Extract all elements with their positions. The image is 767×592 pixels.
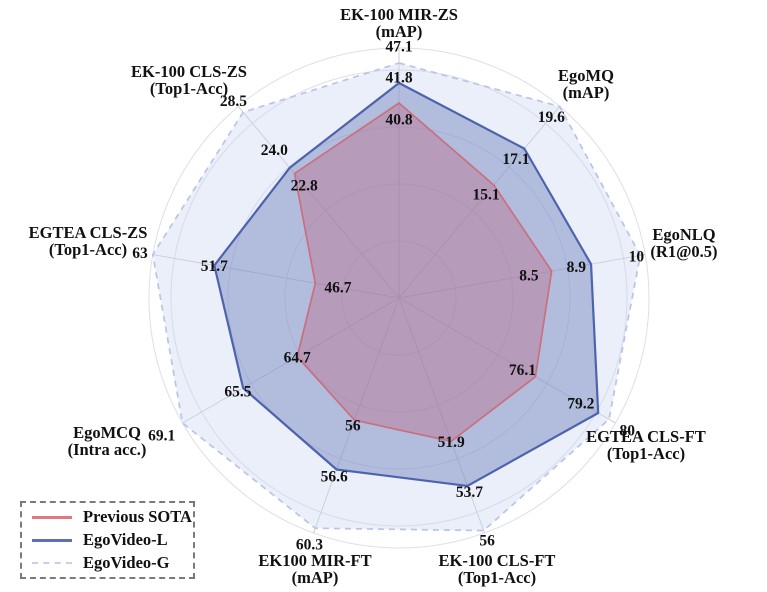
- value-label-egovideo-l: 79.2: [567, 396, 594, 413]
- value-label-egovideo-l: 56.6: [321, 469, 348, 486]
- legend-item-previous-sota: Previous SOTA: [32, 507, 193, 527]
- value-label-egovideo-g: 80: [619, 422, 635, 439]
- axis-title: EGTEA CLS-FT: [586, 427, 706, 446]
- axis-title: EK-100 MIR-ZS: [340, 5, 458, 24]
- series-polygon-egovideo-l: [213, 81, 600, 488]
- grid-spoke: [398, 106, 561, 299]
- value-label-egovideo-g: 19.6: [538, 109, 565, 126]
- grid-spoke: [182, 297, 400, 424]
- value-label-egovideo-l: 65.5: [224, 384, 251, 401]
- value-label-previous-sota: 64.7: [284, 349, 311, 366]
- legend-label-egovideo-g: EgoVideo-G: [83, 553, 170, 572]
- axis-subtitle: (Intra acc.): [68, 440, 147, 459]
- axis-subtitle: (mAP): [563, 83, 610, 102]
- value-label-egovideo-g: 63: [132, 245, 148, 262]
- legend-label-egovideo-l: EgoVideo-L: [83, 530, 168, 549]
- axis-title: EgoMQ: [558, 66, 614, 85]
- axis-title: EgoMCQ: [73, 423, 141, 442]
- legend-item-egovideo-l: EgoVideo-L: [32, 530, 193, 550]
- grid-spoke: [398, 254, 646, 299]
- value-label-previous-sota: 51.9: [438, 434, 465, 451]
- axis-subtitle: (Top1-Acc): [458, 568, 536, 587]
- value-label-egovideo-l: 41.8: [385, 70, 412, 87]
- axis-subtitle: (Top1-Acc): [49, 240, 127, 259]
- value-label-previous-sota: 40.8: [385, 112, 412, 129]
- value-label-previous-sota: 15.1: [473, 187, 500, 204]
- axis-subtitle: (Top1-Acc): [150, 79, 228, 98]
- series-polygon-egovideo-g: [151, 62, 642, 532]
- axis-subtitle: (R1@0.5): [650, 242, 717, 261]
- series-polygon-previous-sota: [293, 102, 553, 443]
- axis-title: EK-100 CLS-ZS: [131, 62, 247, 81]
- value-label-previous-sota: 56: [345, 417, 361, 434]
- value-label-egovideo-l: 17.1: [502, 151, 529, 168]
- value-label-previous-sota: 8.5: [519, 268, 539, 285]
- grid-spoke: [398, 297, 616, 424]
- axis-subtitle: (mAP): [292, 568, 339, 587]
- value-label-egovideo-g: 56: [479, 532, 495, 549]
- legend-label-previous-sota: Previous SOTA: [83, 507, 192, 526]
- value-label-previous-sota: 46.7: [324, 280, 351, 297]
- axis-subtitle: (Top1-Acc): [607, 444, 685, 463]
- legend-line-egovideo-l-icon: [32, 538, 72, 542]
- legend-line-previous-sota-icon: [32, 515, 72, 519]
- value-label-egovideo-g: 28.5: [220, 93, 247, 110]
- axis-subtitle: (mAP): [376, 22, 423, 41]
- value-label-egovideo-g: 10: [629, 249, 645, 266]
- legend-item-egovideo-g: EgoVideo-G: [32, 553, 193, 573]
- value-label-egovideo-l: 53.7: [456, 484, 483, 501]
- value-label-previous-sota: 76.1: [509, 362, 536, 379]
- grid-spoke: [313, 297, 400, 534]
- value-label-egovideo-l: 24.0: [261, 142, 288, 159]
- value-label-previous-sota: 22.8: [291, 178, 318, 195]
- axis-title: EgoNLQ: [652, 225, 715, 244]
- grid-spoke: [237, 106, 400, 299]
- axis-title: EGTEA CLS-ZS: [29, 223, 148, 242]
- chart-legend: Previous SOTA EgoVideo-L EgoVideo-G: [20, 501, 195, 579]
- value-label-egovideo-l: 8.9: [567, 259, 587, 276]
- grid-spoke: [398, 297, 485, 534]
- value-label-egovideo-l: 51.7: [201, 258, 228, 275]
- value-label-egovideo-g: 69.1: [148, 428, 175, 445]
- axis-title: EK100 MIR-FT: [258, 551, 371, 570]
- axis-title: EK-100 CLS-FT: [439, 551, 556, 570]
- value-label-egovideo-g: 47.1: [385, 39, 412, 56]
- value-label-egovideo-g: 60.3: [296, 537, 323, 554]
- legend-line-egovideo-g-icon: [32, 562, 72, 564]
- grid-spoke: [152, 254, 400, 299]
